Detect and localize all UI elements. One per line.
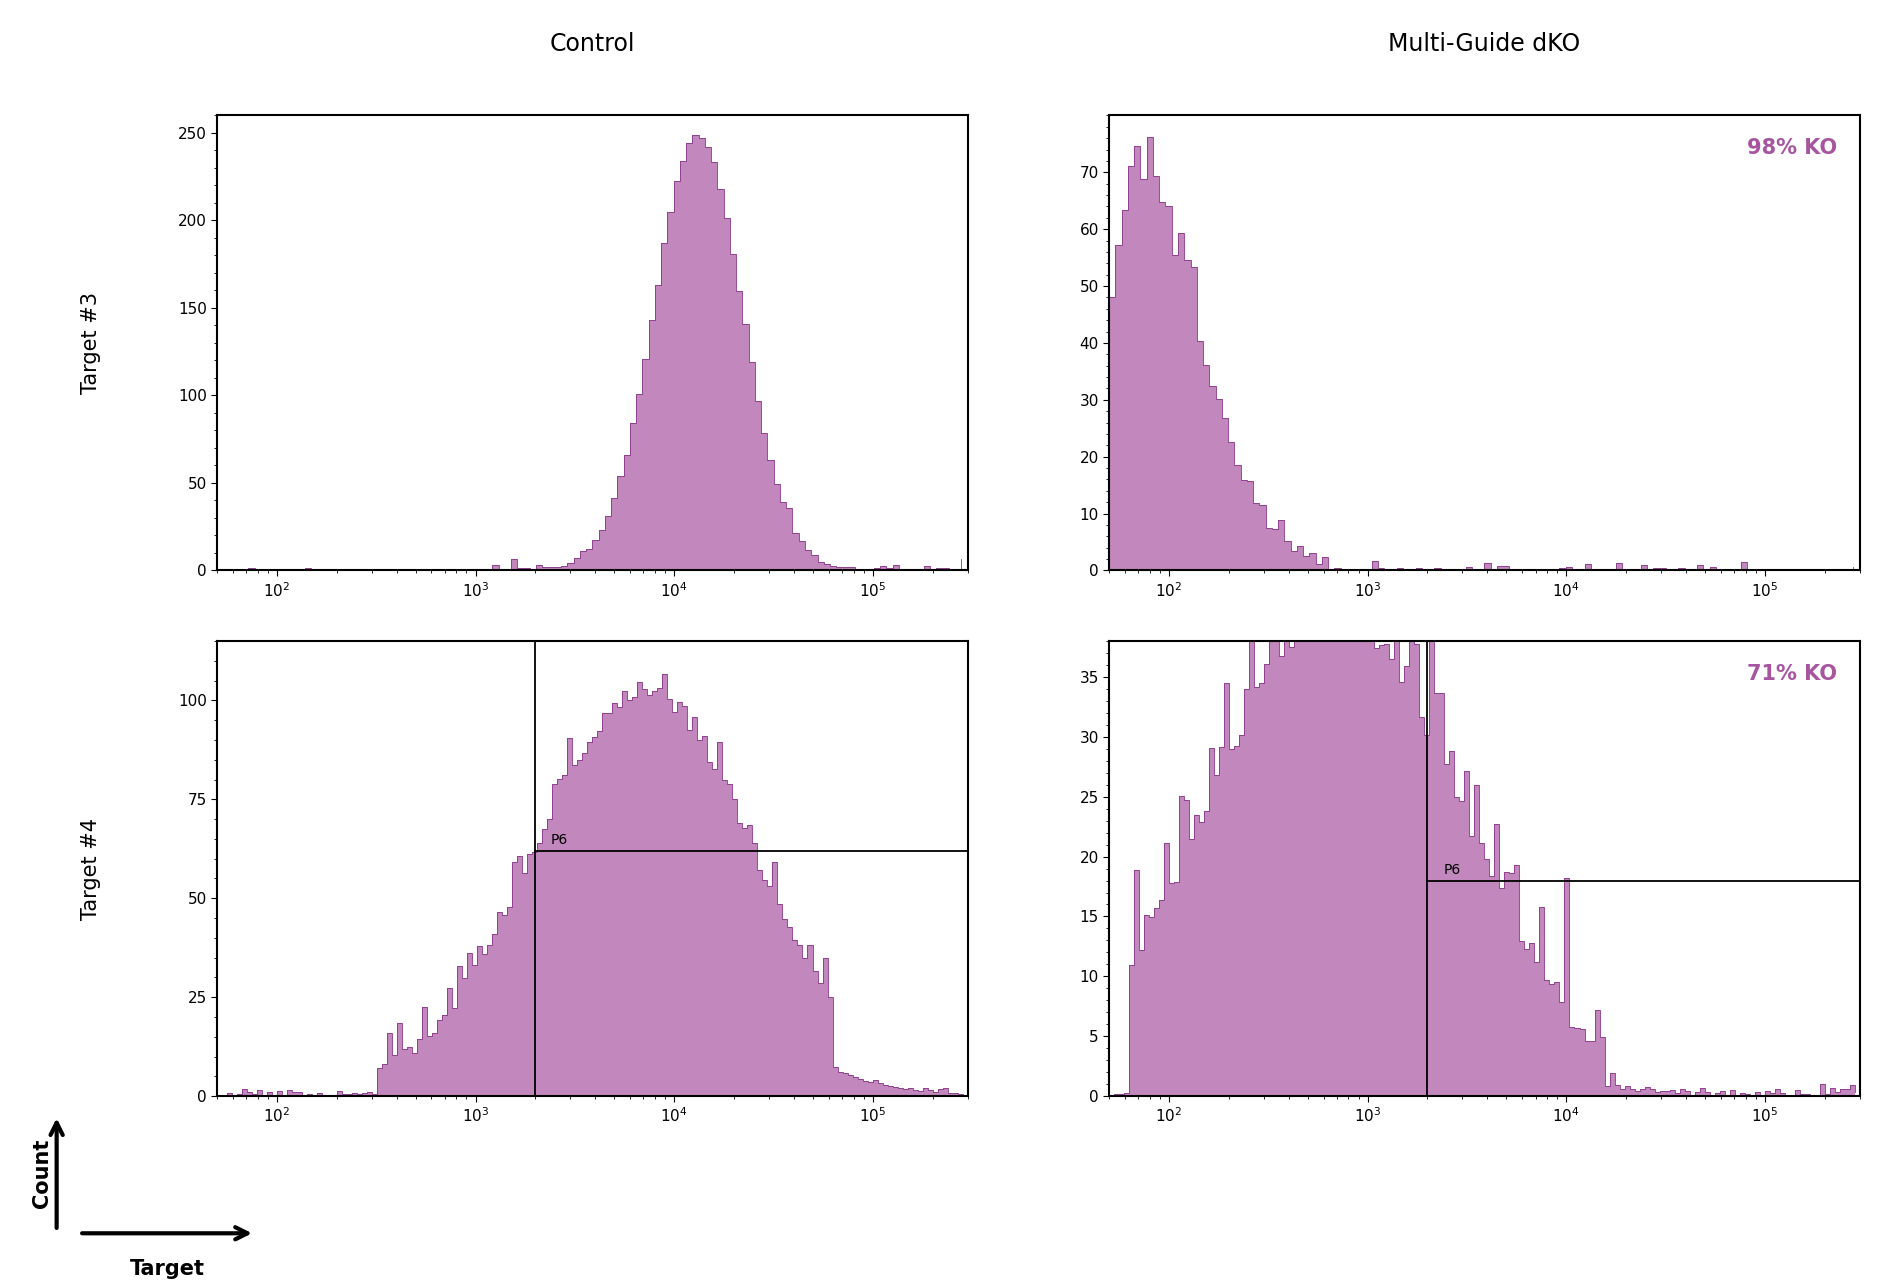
Text: Target: Target — [130, 1259, 204, 1279]
Text: Count: Count — [32, 1138, 51, 1208]
Text: Multi-Guide dKO: Multi-Guide dKO — [1388, 32, 1580, 56]
Text: 98% KO: 98% KO — [1746, 138, 1837, 158]
Text: Target #3: Target #3 — [81, 292, 100, 394]
Text: 71% KO: 71% KO — [1746, 664, 1837, 683]
Text: Control: Control — [549, 32, 634, 56]
Text: Target #4: Target #4 — [81, 818, 100, 919]
Text: P6: P6 — [1442, 863, 1461, 877]
Text: P6: P6 — [551, 833, 568, 847]
